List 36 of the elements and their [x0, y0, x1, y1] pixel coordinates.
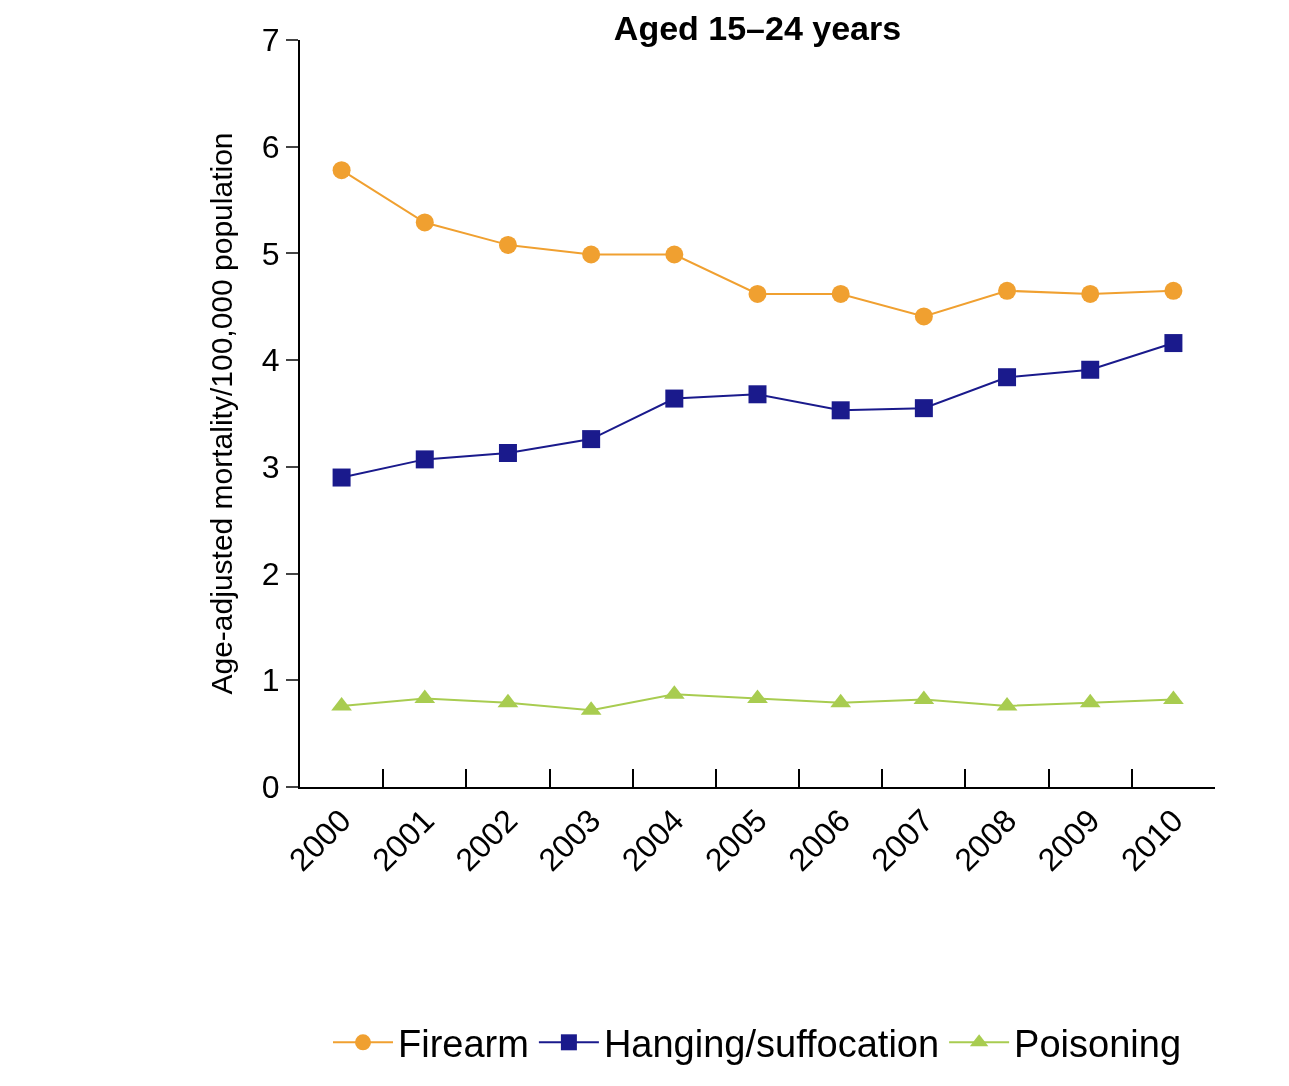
point: [498, 235, 517, 254]
y-tick-label: 3: [261, 449, 280, 486]
point: [1081, 360, 1100, 379]
point: [415, 213, 434, 232]
point: [998, 281, 1017, 300]
legend-label: Poisoning: [1014, 1023, 1182, 1066]
point: [914, 399, 933, 418]
y-tick-label: 7: [261, 22, 280, 59]
point: [331, 696, 352, 711]
point: [1164, 334, 1183, 353]
point: [1164, 281, 1183, 300]
point: [582, 245, 601, 264]
y-tick-label: 2: [261, 555, 280, 592]
point: [748, 385, 767, 404]
point: [998, 368, 1017, 387]
point: [748, 284, 767, 303]
y-tick-label: 5: [261, 235, 280, 272]
y-tick-label: 1: [261, 662, 280, 699]
legend-label: Firearm: [398, 1023, 529, 1066]
legend-label: Hanging/suffocation: [603, 1023, 940, 1066]
y-tick-label: 0: [261, 769, 280, 806]
point: [332, 468, 351, 487]
point: [665, 245, 684, 264]
chart-title: Aged 15–24 years: [613, 9, 902, 48]
point: [1081, 284, 1100, 303]
y-tick-label: 4: [261, 342, 280, 379]
point: [831, 284, 850, 303]
point: [332, 161, 351, 180]
point: [498, 443, 517, 462]
point: [914, 307, 933, 326]
y-tick-label: 6: [261, 128, 280, 165]
point: [831, 401, 850, 420]
y-axis-title: Age-adjusted mortality/100,000 population: [205, 132, 239, 695]
point: [415, 450, 434, 469]
point: [582, 430, 601, 449]
point: [665, 389, 684, 408]
